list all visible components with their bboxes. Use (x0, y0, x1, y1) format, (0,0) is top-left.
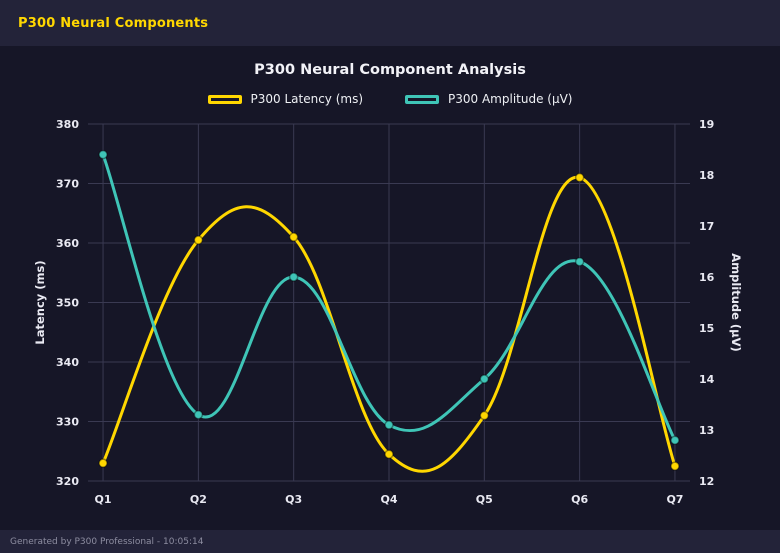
y-axis-right-tick: 15 (699, 322, 714, 335)
data-point[interactable] (193, 235, 204, 245)
y-axis-left-tick: 380 (56, 118, 79, 131)
y-axis-right-tick: 12 (699, 475, 714, 488)
data-point[interactable] (384, 420, 394, 430)
data-point[interactable] (384, 449, 394, 459)
chart-panel: P300 Neural Component Analysis P300 Late… (0, 46, 780, 530)
legend-item-amplitude[interactable]: P300 Amplitude (μV) (405, 92, 573, 106)
status-bar: Generated by P300 Professional - 10:05:1… (0, 530, 780, 553)
x-axis-tick: Q2 (190, 493, 207, 506)
data-point[interactable] (670, 435, 680, 445)
y-axis-right-title: Amplitude (μV) (729, 253, 743, 352)
page-title: P300 Neural Components (18, 15, 209, 31)
x-axis-tick: Q3 (285, 493, 302, 506)
footer-text: Generated by P300 Professional - 10:05:1… (10, 536, 204, 547)
data-point[interactable] (479, 410, 490, 421)
x-axis-tick: Q7 (666, 493, 683, 506)
y-axis-left-tick: 350 (56, 297, 79, 310)
data-point[interactable] (479, 374, 490, 384)
x-axis-tick: Q5 (476, 493, 493, 506)
top-bar: P300 Neural Components (0, 0, 780, 46)
data-point[interactable] (98, 149, 108, 160)
y-axis-right-tick: 17 (699, 220, 714, 233)
line-chart: 320 330 340 350 360 370 380 12 13 14 15 16 17 18 19 Q1 Q… (33, 118, 743, 506)
data-point[interactable] (98, 458, 108, 468)
legend-swatch-amplitude (405, 94, 440, 104)
y-axis-right-tick: 18 (699, 169, 714, 182)
y-axis-left-tick: 320 (56, 475, 79, 488)
y-axis-left-tick: 360 (56, 237, 79, 250)
data-point[interactable] (193, 409, 204, 420)
y-axis-right-tick: 14 (699, 373, 715, 386)
legend-label-amplitude: P300 Amplitude (μV) (448, 92, 573, 106)
data-point[interactable] (574, 172, 585, 183)
chart-legend: P300 Latency (ms) P300 Amplitude (μV) (207, 90, 573, 108)
y-axis-left-title: Latency (ms) (33, 260, 47, 344)
legend-label-latency: P300 Latency (ms) (250, 92, 364, 106)
data-point[interactable] (574, 256, 585, 267)
data-point[interactable] (288, 232, 299, 242)
y-axis-right-tick: 16 (699, 271, 715, 284)
chart-title: P300 Neural Component Analysis (254, 62, 526, 78)
x-axis-tick: Q4 (380, 493, 397, 506)
y-axis-left-tick: 370 (56, 178, 79, 191)
x-axis-tick: Q1 (95, 493, 112, 506)
y-axis-right-tick: 13 (699, 424, 714, 437)
y-axis-left-tick: 330 (56, 416, 79, 429)
data-point[interactable] (288, 272, 299, 282)
x-axis-tick: Q6 (571, 493, 588, 506)
legend-swatch-latency (207, 94, 242, 104)
legend-item-latency[interactable]: P300 Latency (ms) (207, 92, 364, 106)
data-point[interactable] (670, 461, 680, 471)
y-axis-right-tick: 19 (699, 118, 714, 131)
y-axis-left-tick: 340 (56, 356, 79, 369)
